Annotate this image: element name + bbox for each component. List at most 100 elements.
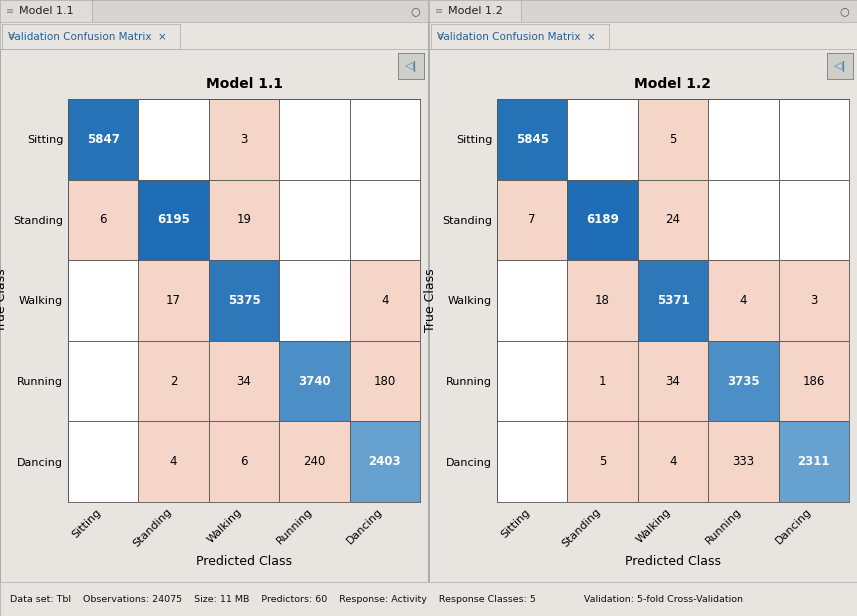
Text: 5371: 5371 [656,294,689,307]
Bar [497,99,567,180]
Text: 6: 6 [240,455,248,468]
Text: 5845: 5845 [516,133,548,146]
Text: Validation Confusion Matrix  ×: Validation Confusion Matrix × [8,31,167,41]
Bar [209,421,279,502]
Bar [638,260,708,341]
Bar [279,180,350,260]
Text: 5: 5 [669,133,677,146]
Bar [209,260,279,341]
Title: Model 1.2: Model 1.2 [634,77,711,91]
Bar [350,421,420,502]
Bar [779,260,849,341]
Bar [638,99,708,180]
Bar [209,180,279,260]
Text: 6189: 6189 [586,213,619,227]
Y-axis label: True Class: True Class [423,269,436,332]
Text: 19: 19 [237,213,251,227]
Bar [279,260,350,341]
Bar [279,341,350,421]
Text: 17: 17 [166,294,181,307]
Bar [497,341,567,421]
Bar [779,341,849,421]
Y-axis label: True Class: True Class [0,269,8,332]
Bar [567,180,638,260]
Text: 186: 186 [803,375,825,387]
Text: 4: 4 [740,294,747,307]
X-axis label: Predicted Class: Predicted Class [625,555,721,568]
Bar [68,180,138,260]
Bar [708,341,779,421]
Text: 18: 18 [595,294,610,307]
Text: Model 1.1: Model 1.1 [19,6,74,16]
Bar [350,180,420,260]
Bar [68,99,138,180]
Text: 4: 4 [381,294,388,307]
Text: ≡: ≡ [5,6,14,16]
Bar [708,421,779,502]
Text: 3740: 3740 [298,375,331,387]
Text: ○: ○ [411,6,420,16]
Bar [779,421,849,502]
Bar [209,341,279,421]
Text: 240: 240 [303,455,326,468]
Bar [138,99,209,180]
Text: 1: 1 [599,375,607,387]
Text: 6: 6 [99,213,107,227]
Text: ≡: ≡ [8,32,15,41]
Text: Model 1.2: Model 1.2 [447,6,502,16]
Bar [779,99,849,180]
Bar [708,180,779,260]
Text: ○: ○ [839,6,849,16]
Bar [350,341,420,421]
Text: ≡: ≡ [436,32,444,41]
Text: 5: 5 [599,455,606,468]
Bar [708,260,779,341]
Text: 2403: 2403 [369,455,401,468]
Bar [138,421,209,502]
Bar [567,341,638,421]
X-axis label: Predicted Class: Predicted Class [196,555,292,568]
Text: ≡: ≡ [434,6,443,16]
Text: 2311: 2311 [798,455,830,468]
Text: ◁|: ◁| [405,60,417,71]
Bar [567,99,638,180]
Title: Model 1.1: Model 1.1 [206,77,283,91]
Bar [638,180,708,260]
Text: 34: 34 [237,375,251,387]
Bar [497,260,567,341]
Bar [638,341,708,421]
Text: 6195: 6195 [157,213,190,227]
Text: Validation Confusion Matrix  ×: Validation Confusion Matrix × [437,31,596,41]
Text: 5375: 5375 [228,294,261,307]
Text: 5847: 5847 [87,133,120,146]
Text: Data set: Tbl    Observations: 24075    Size: 11 MB    Predictors: 60    Respons: Data set: Tbl Observations: 24075 Size: … [10,594,743,604]
Text: 3: 3 [810,294,818,307]
Text: 34: 34 [666,375,680,387]
Bar [497,421,567,502]
Bar [138,260,209,341]
Text: ◁|: ◁| [834,60,846,71]
Bar [68,421,138,502]
Bar [497,180,567,260]
Text: 3735: 3735 [727,375,759,387]
Bar [350,260,420,341]
Bar [708,99,779,180]
Bar [138,341,209,421]
Bar [567,421,638,502]
Bar [209,99,279,180]
Text: 2: 2 [170,375,177,387]
Bar [350,99,420,180]
Text: 3: 3 [240,133,248,146]
Text: 4: 4 [669,455,677,468]
Bar [279,421,350,502]
Text: 7: 7 [529,213,536,227]
Bar [779,180,849,260]
Bar [68,341,138,421]
Bar [638,421,708,502]
Text: 333: 333 [733,455,754,468]
Bar [567,260,638,341]
Bar [279,99,350,180]
Text: 24: 24 [666,213,680,227]
Text: 180: 180 [374,375,396,387]
Bar [68,260,138,341]
